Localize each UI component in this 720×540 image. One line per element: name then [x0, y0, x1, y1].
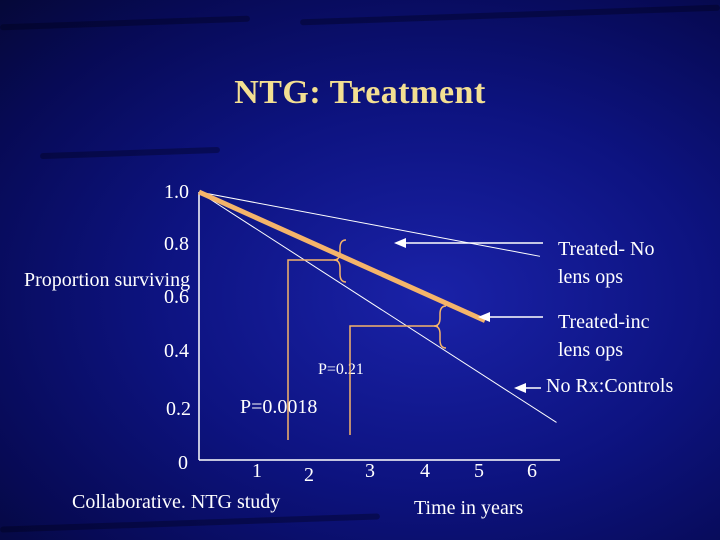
y-tick-label-0: 0 — [178, 452, 188, 474]
x-tick-label-1: 1 — [252, 460, 262, 482]
y-axis-label: Proportion surviving — [24, 269, 191, 291]
arrow-icon — [514, 383, 541, 393]
y-tick-label-1-0: 1.0 — [164, 181, 189, 203]
arrow-icon — [394, 238, 543, 248]
x-axis-label: Time in years — [414, 497, 524, 519]
x-tick-label-4: 4 — [420, 460, 430, 482]
series-line-treated-no-lens-ops — [198, 191, 541, 257]
y-tick-label-0-4: 0.4 — [164, 340, 189, 362]
legend-label-treated-no-lens-ops: Treated- No lens ops — [558, 235, 688, 291]
x-tick-label-2: 2 — [304, 464, 314, 486]
y-tick-label-0-6: 0.6 — [164, 286, 189, 308]
slide-title: NTG: Treatment — [234, 74, 486, 111]
legend-label-no-rx-controls: No Rx:Controls — [546, 375, 674, 397]
difference-brace-2 — [433, 305, 447, 349]
difference-brace-1 — [333, 239, 347, 283]
legend-text: Treated-inc lens ops — [558, 311, 650, 361]
series-line-no-rx-controls — [198, 191, 557, 423]
p-value-annotation-1: P=0.21 — [318, 361, 364, 378]
x-tick-label-6: 6 — [527, 460, 537, 482]
legend-text: Treated- No lens ops — [558, 238, 655, 288]
p-value-annotation-2: P=0.0018 — [240, 396, 318, 418]
series-line-treated-inc-lens-ops — [197, 189, 487, 323]
legend-label-treated-inc-lens-ops: Treated-inc lens ops — [558, 308, 678, 364]
x-tick-label-5: 5 — [474, 460, 484, 482]
y-tick-label-0-2: 0.2 — [166, 398, 191, 420]
study-caption: Collaborative. NTG study — [72, 491, 281, 513]
x-tick-label-3: 3 — [365, 460, 375, 482]
y-tick-label-0-8: 0.8 — [164, 233, 189, 255]
arrow-icon — [478, 312, 543, 322]
p-value-bracket-1 — [287, 259, 338, 440]
p-value-bracket-2 — [349, 325, 438, 435]
